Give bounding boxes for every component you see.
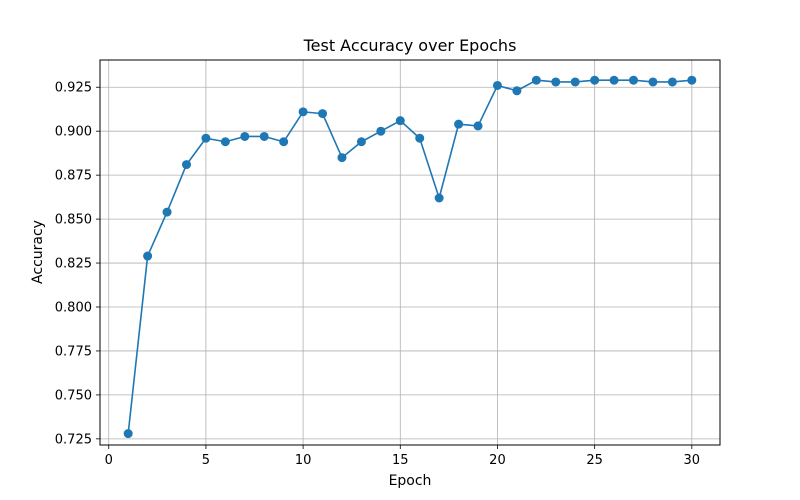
data-point	[415, 133, 425, 143]
y-tick-label: 0.750	[55, 388, 92, 403]
y-tick-label: 0.900	[55, 125, 92, 140]
x-tick-label: 5	[202, 453, 210, 468]
data-point	[570, 77, 580, 87]
data-point	[531, 75, 541, 85]
data-point	[181, 160, 191, 170]
y-tick-label: 0.850	[55, 213, 92, 228]
data-point	[551, 77, 561, 87]
accuracy-line	[127, 79, 692, 434]
data-point	[220, 137, 230, 147]
data-point	[356, 137, 366, 147]
x-tick-label: 15	[392, 453, 409, 468]
data-point	[434, 193, 444, 203]
y-tick-label: 0.725	[55, 432, 92, 447]
data-point	[143, 251, 153, 261]
data-point	[512, 86, 522, 96]
x-axis-label: Epoch	[389, 473, 432, 489]
grid-lines	[100, 60, 720, 445]
data-point	[454, 119, 464, 129]
y-tick-label: 0.875	[55, 169, 92, 184]
data-point	[492, 80, 502, 90]
data-point	[337, 153, 347, 163]
data-point	[648, 77, 658, 87]
data-point	[629, 75, 639, 85]
y-tick-label: 0.800	[55, 300, 92, 315]
x-tick-label: 20	[489, 453, 506, 468]
data-point	[590, 75, 600, 85]
x-tick-label: 25	[586, 453, 603, 468]
x-tick-label: 30	[684, 453, 701, 468]
data-point	[259, 131, 269, 141]
data-point	[123, 429, 133, 439]
data-point	[609, 75, 619, 85]
chart-title: Test Accuracy over Epochs	[303, 36, 517, 55]
x-tick-label: 0	[105, 453, 113, 468]
data-point	[395, 116, 405, 126]
data-point	[201, 133, 211, 143]
y-axis-ticks: 0.725 0.750 0.775 0.800 0.825 0.850 0.875 0.900…	[55, 81, 100, 447]
data-point	[687, 75, 697, 85]
data-point	[162, 207, 172, 217]
series-line	[127, 79, 692, 434]
data-point	[298, 107, 308, 117]
x-tick-label: 10	[295, 453, 312, 468]
data-point	[376, 126, 386, 136]
data-point	[667, 77, 677, 87]
data-point	[240, 131, 250, 141]
x-axis-ticks: 0 5 10 15 20 25 30	[105, 445, 700, 468]
data-point	[318, 109, 328, 119]
y-tick-label: 0.825	[55, 257, 92, 272]
y-axis-label: Accuracy	[30, 220, 46, 284]
series-markers	[123, 75, 697, 439]
y-tick-label: 0.925	[55, 81, 92, 96]
data-point	[279, 137, 289, 147]
data-point	[473, 121, 483, 131]
plot-frame	[99, 59, 721, 446]
y-tick-label: 0.775	[55, 344, 92, 359]
